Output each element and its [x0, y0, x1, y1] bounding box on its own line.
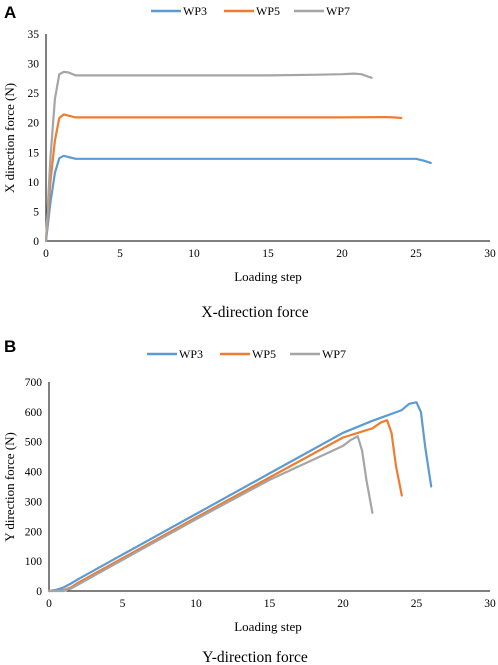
y-tick-label: 200 [25, 526, 43, 538]
x-tick-label: 5 [117, 248, 123, 260]
panel-a-x-axis-title: Loading step [234, 269, 302, 284]
y-tick-label: 100 [25, 556, 43, 568]
x-tick-label: 0 [46, 598, 52, 610]
panel-a-caption: X-direction force [201, 304, 308, 321]
x-tick-label: 20 [336, 248, 348, 260]
y-tick-label: 15 [28, 147, 40, 159]
panel-b-label: B [4, 337, 16, 356]
legend-b-wp5-label: WP5 [252, 347, 276, 361]
y-tick-label: 20 [28, 118, 40, 130]
y-tick-label: 35 [28, 29, 40, 41]
panel-a-legend: WP3 WP5 WP7 [151, 4, 350, 18]
panel-b-legend: WP3 WP5 WP7 [147, 347, 346, 361]
panel-b-y-axis-title: Y direction force (N) [2, 432, 17, 542]
panel-b: B WP3 WP5 WP7 0 5 10 15 20 25 3001002003004005… [2, 337, 496, 665]
y-tick-label: 300 [25, 496, 43, 508]
y-tick-label: 700 [25, 377, 43, 389]
y-tick-label: 600 [25, 407, 43, 419]
panel-a-label: A [4, 3, 16, 22]
panel-a-series [44, 70, 432, 243]
panel-b-x-axis-title: Loading step [234, 619, 302, 634]
panel-a: A WP3 WP5 WP7 0 5 10 15 20 25 30 0 5 10 15 20 25 30 35… [2, 3, 496, 321]
panel-b-series [47, 401, 433, 593]
x-tick-label: 10 [190, 598, 202, 610]
x-tick-label: 25 [411, 598, 423, 610]
y-tick-label: 0 [33, 236, 39, 248]
y-tick-label: 10 [28, 177, 40, 189]
y-tick-label: 500 [25, 437, 43, 449]
legend-b-wp3-label: WP3 [179, 347, 203, 361]
x-tick-label: 30 [484, 248, 496, 260]
y-tick-label: 25 [28, 88, 40, 100]
y-tick-label: 30 [28, 59, 40, 71]
y-tick-label: 400 [25, 467, 43, 479]
legend-a-wp7-label: WP7 [326, 4, 350, 18]
panel-a-y-axis-title: X direction force (N) [2, 83, 17, 193]
legend-a-wp3-label: WP3 [183, 4, 207, 18]
series-line-a-wp3 [44, 154, 432, 243]
x-tick-label: 25 [410, 248, 422, 260]
series-line-a-wp5 [44, 113, 403, 243]
legend-a-wp5-label: WP5 [256, 4, 280, 18]
x-tick-label: 30 [484, 598, 496, 610]
x-tick-label: 5 [120, 598, 126, 610]
series-line-b-wp7 [47, 435, 374, 593]
legend-b-wp7-label: WP7 [322, 347, 346, 361]
x-tick-label: 15 [264, 598, 276, 610]
x-tick-label: 0 [43, 248, 49, 260]
y-tick-label: 5 [33, 206, 39, 218]
x-tick-label: 15 [262, 248, 274, 260]
panel-a-ticks: 0 5 10 15 20 25 30 0 5 10 15 20 25 30 35 [28, 29, 497, 260]
series-line-a-wp7 [44, 70, 373, 243]
x-tick-label: 20 [337, 598, 349, 610]
x-tick-label: 10 [188, 248, 200, 260]
panel-b-caption: Y-direction force [202, 649, 308, 665]
y-tick-label: 0 [36, 586, 42, 598]
series-line-b-wp3 [47, 401, 433, 593]
